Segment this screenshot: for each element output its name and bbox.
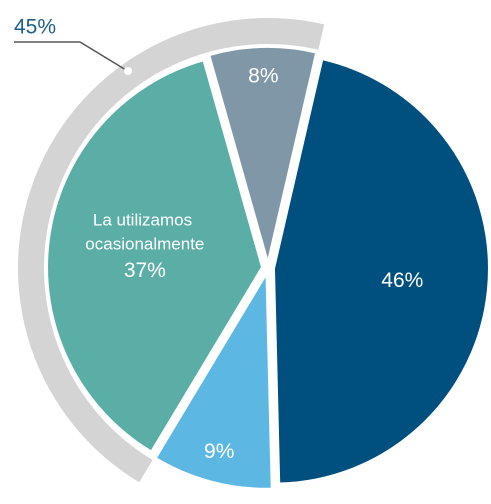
value-label: 46% bbox=[381, 269, 423, 292]
value-label: 37% bbox=[124, 259, 166, 282]
group-label: 45% bbox=[14, 16, 56, 39]
leader-line bbox=[14, 41, 127, 71]
value-label: 8% bbox=[248, 65, 278, 88]
leader-dot bbox=[124, 67, 132, 75]
pie-slice bbox=[154, 270, 273, 490]
category-label: La utilizamos ocasionalmente bbox=[85, 211, 204, 254]
pie-slice bbox=[272, 57, 490, 485]
pie-slice bbox=[208, 46, 318, 263]
pie-slice bbox=[46, 59, 264, 453]
value-label: 9% bbox=[204, 440, 234, 463]
category-label-line: La utilizamos bbox=[93, 211, 197, 230]
category-label-line: ocasionalmente bbox=[85, 235, 204, 254]
